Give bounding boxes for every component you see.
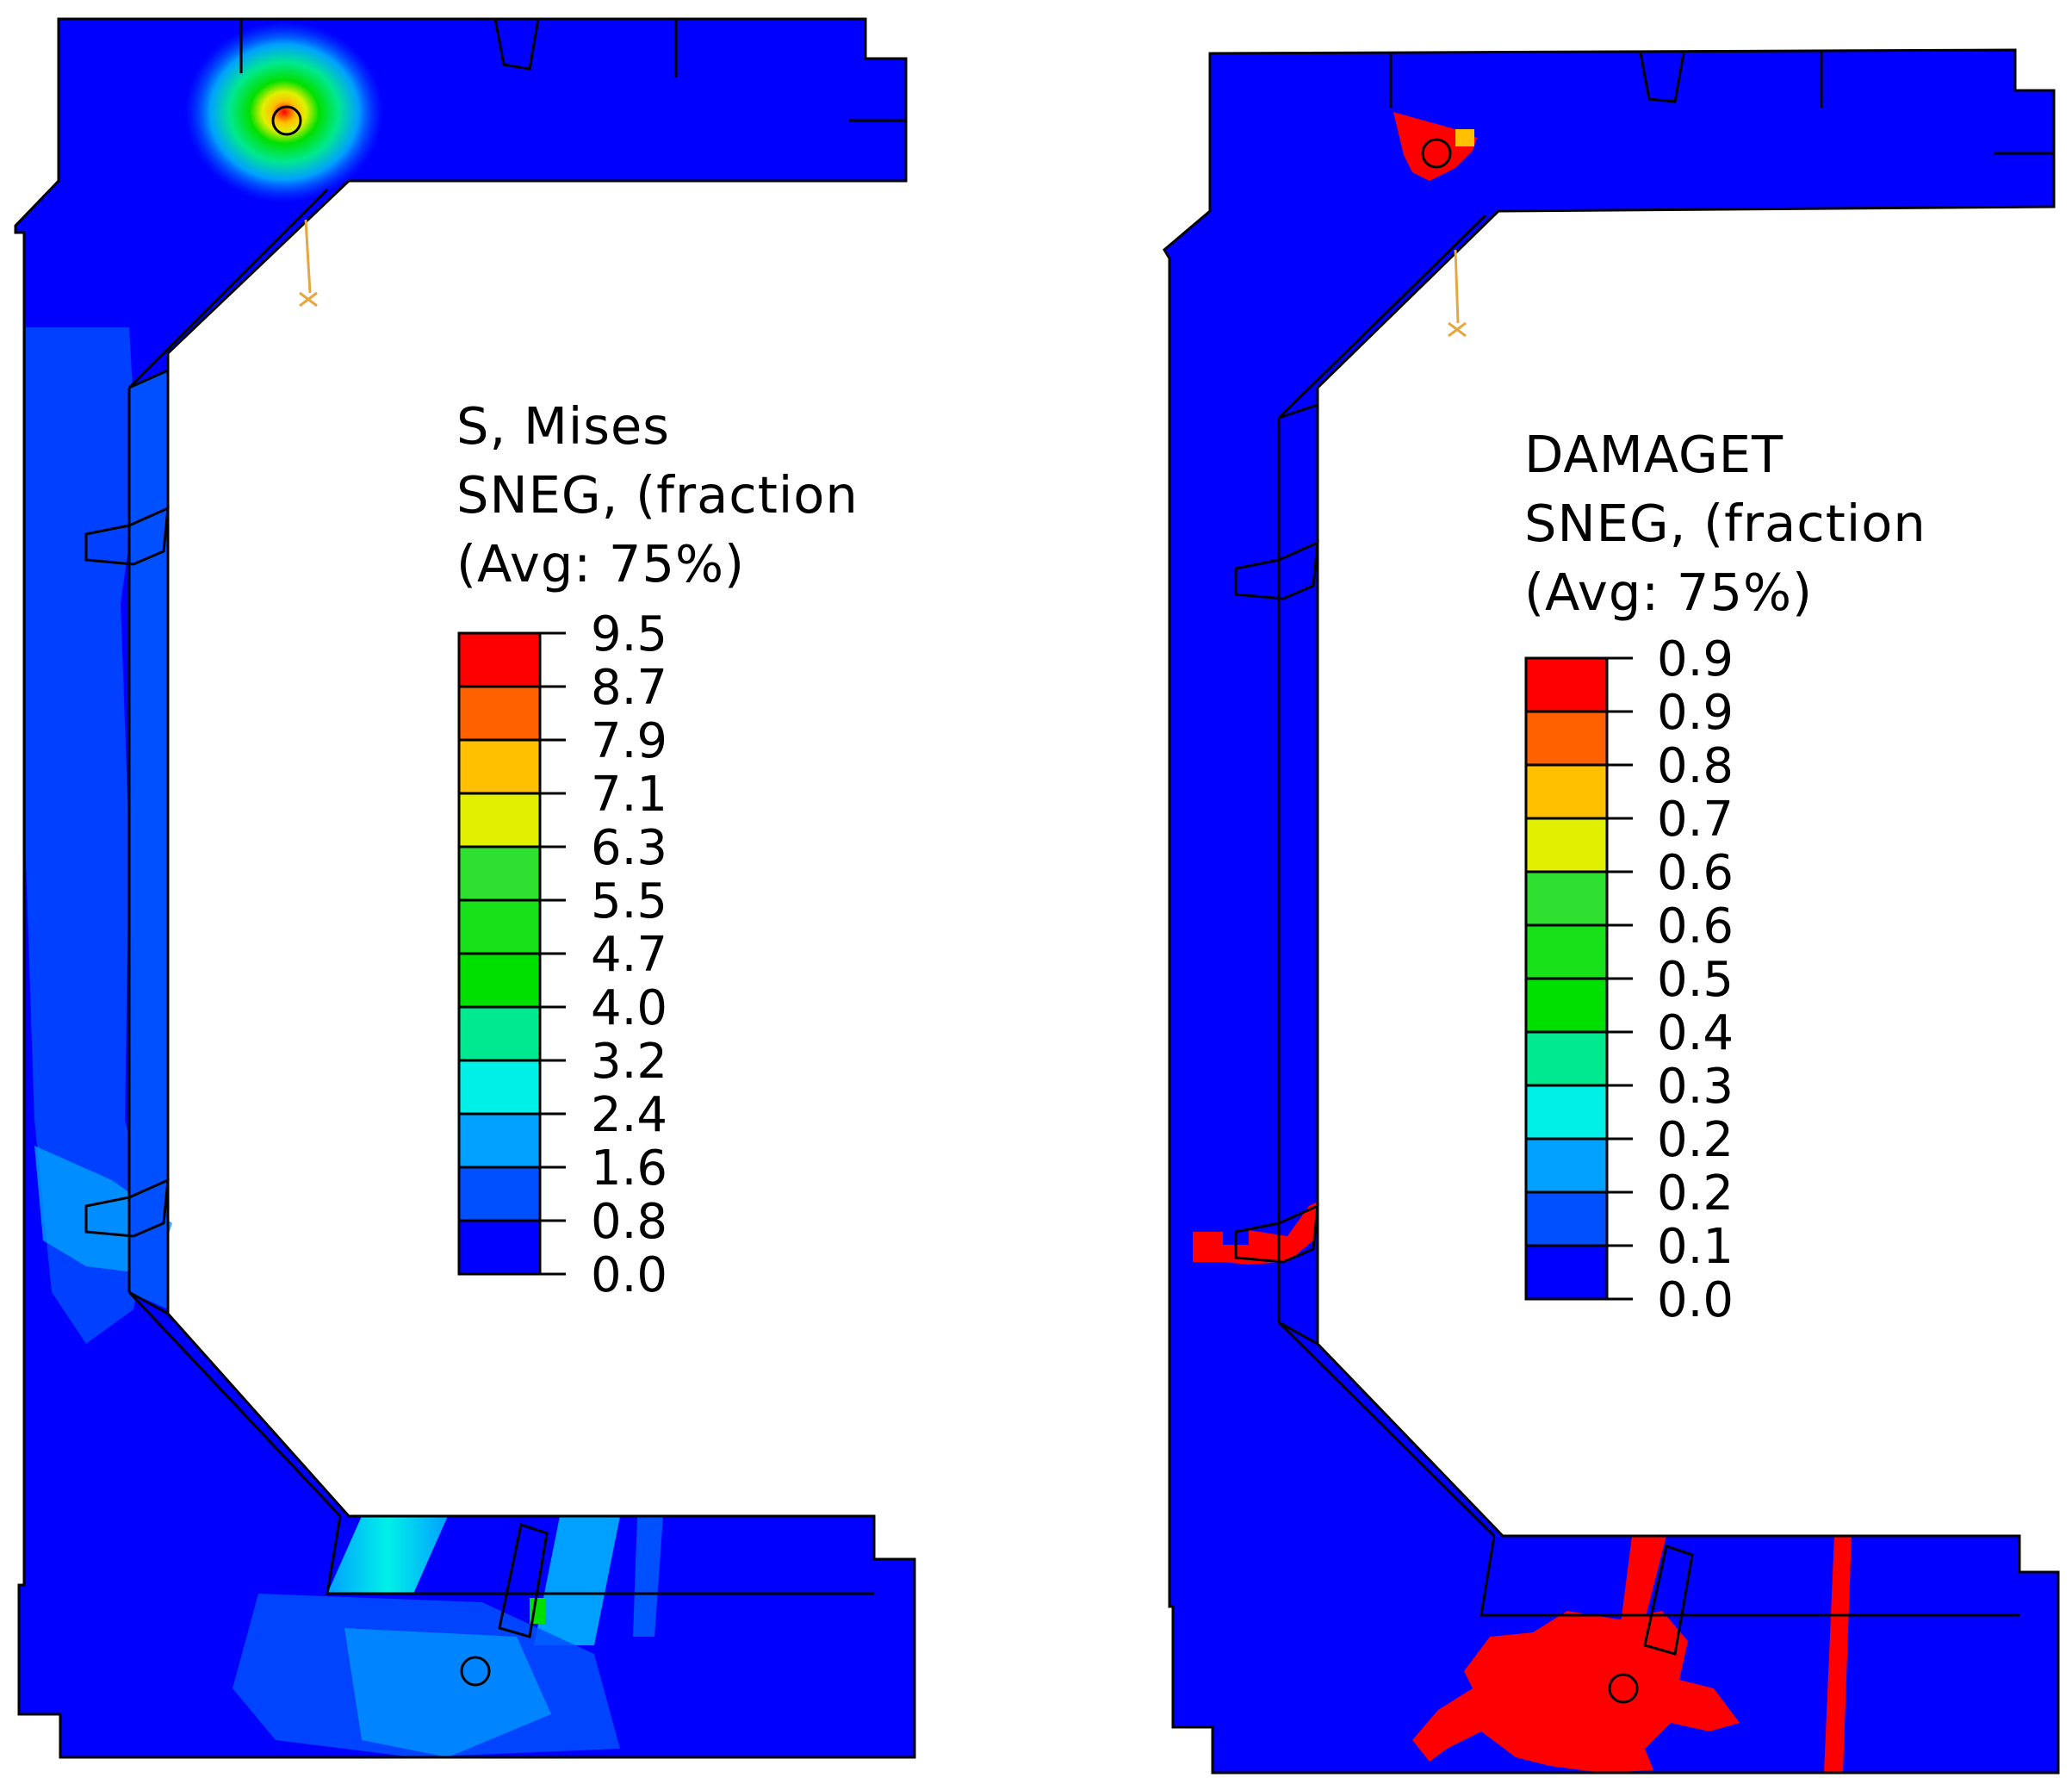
right-legend: DAMAGET SNEG, (fraction (Avg: 75%) 0.9 0… [1524, 425, 1926, 1328]
left-stress-model [14, 17, 916, 1759]
right-bottom-damage-spread [1412, 1611, 1740, 1773]
left-tick-label: 4.7 [591, 927, 667, 983]
right-tick-labels: 0.9 0.9 0.8 0.7 0.6 0.6 0.5 0.4 0.3 0.2 … [1657, 631, 1734, 1328]
left-color-band [457, 952, 542, 1009]
right-legend-title-1: DAMAGET [1524, 425, 1784, 484]
left-bottom-cyan-patch [344, 1628, 551, 1757]
left-color-band [457, 631, 542, 688]
left-color-band [457, 1059, 542, 1116]
right-top-damage-orange [1455, 129, 1474, 146]
left-tick-label: 3.2 [591, 1034, 667, 1090]
right-color-band [1524, 923, 1609, 980]
right-tick-label: 0.2 [1657, 1166, 1734, 1221]
right-color-band [1524, 1084, 1609, 1141]
left-tick-label: 4.0 [591, 980, 667, 1036]
right-color-band [1524, 1190, 1609, 1247]
right-tick-label: 0.4 [1657, 1005, 1734, 1061]
right-color-band [1524, 1244, 1609, 1301]
right-color-band [1524, 817, 1609, 873]
left-wall-brackets [84, 506, 170, 1238]
left-color-band [457, 685, 542, 742]
right-tick-label: 0.6 [1657, 845, 1734, 901]
right-damage-model [1163, 48, 2060, 1775]
right-tick-label: 0.9 [1657, 631, 1734, 687]
right-model-outline [1163, 48, 2060, 1775]
left-wall-stress-band [26, 327, 151, 1344]
left-bottom-stress-band-3 [633, 1516, 663, 1637]
left-top-notch [239, 18, 906, 122]
right-bottom-flange-line [1480, 1535, 2019, 1617]
right-inner-edge [1277, 214, 1496, 1538]
right-wall-brackets [1234, 540, 1319, 1264]
left-bottom-stress-band [327, 1516, 448, 1594]
right-tick-label: 0.7 [1657, 792, 1734, 848]
right-color-band [1524, 977, 1609, 1034]
right-top-notch [1389, 52, 2054, 155]
left-tick-label: 7.9 [591, 713, 667, 769]
left-axis-triad-icon [299, 219, 318, 308]
right-bottom-slot [1643, 1545, 1694, 1656]
right-tick-label: 0.6 [1657, 898, 1734, 954]
right-legend-title-3: (Avg: 75%) [1524, 563, 1813, 622]
left-color-band [457, 1166, 542, 1222]
left-tick-label: 2.4 [591, 1087, 667, 1143]
left-model-body [16, 19, 915, 1757]
right-tick-label: 0.9 [1657, 685, 1734, 741]
left-tick-label: 5.5 [591, 873, 667, 929]
left-inner-edge [127, 188, 342, 1518]
left-bottom-flange-line [326, 1515, 874, 1595]
left-tick-label: 1.6 [591, 1141, 667, 1197]
left-color-band [457, 1219, 542, 1276]
left-tick-label: 0.0 [591, 1247, 667, 1303]
right-top-damage [1393, 112, 1477, 181]
left-legend-title-1: S, Mises [456, 396, 670, 456]
right-axis-triad-icon [1448, 249, 1467, 338]
left-color-band [457, 845, 542, 902]
right-tick-label: 0.2 [1657, 1112, 1734, 1168]
right-tick-label: 0.8 [1657, 738, 1734, 794]
left-color-band [457, 792, 542, 848]
right-color-band [1524, 656, 1609, 713]
left-top-bolt-icon [271, 105, 302, 136]
left-tick-labels: 9.5 8.7 7.9 7.1 6.3 5.5 4.7 4.0 3.2 2.4 … [591, 606, 667, 1303]
left-legend-title-2: SNEG, (fraction [456, 465, 859, 525]
right-tick-label: 0.3 [1657, 1059, 1734, 1115]
left-inner-strip [129, 370, 168, 1309]
left-tick-label: 6.3 [591, 820, 667, 876]
left-legend-title-3: (Avg: 75%) [456, 534, 745, 594]
right-bottom-damage-vertical [1619, 1536, 1666, 1637]
right-color-band [1524, 763, 1609, 820]
right-top-bolt-icon [1421, 138, 1452, 169]
right-color-band [1524, 870, 1609, 927]
right-color-band [1524, 1137, 1609, 1194]
left-colorbar [457, 631, 566, 1276]
left-bottom-stress-band-2 [534, 1516, 620, 1645]
right-bottom-damage-branch [1481, 1654, 1567, 1740]
left-color-band [457, 1005, 542, 1062]
right-tick-label: 0.0 [1657, 1272, 1734, 1328]
left-tick-label: 9.5 [591, 606, 667, 662]
right-model-body [1164, 50, 2058, 1773]
right-colorbar [1524, 656, 1633, 1301]
right-color-band [1524, 710, 1609, 767]
right-tick-label: 0.5 [1657, 952, 1734, 1008]
right-tick-label: 0.1 [1657, 1219, 1734, 1275]
left-bottom-bolt-icon [460, 1656, 491, 1687]
right-bracket-damage [1193, 1202, 1318, 1265]
left-color-band [457, 898, 542, 955]
left-model-outline [14, 17, 916, 1759]
right-color-band [1524, 1030, 1609, 1087]
right-bottom-bolt-icon [1608, 1673, 1639, 1704]
right-crack-line [1824, 1536, 1852, 1773]
left-tick-label: 8.7 [591, 660, 667, 716]
right-legend-title-2: SNEG, (fraction [1524, 494, 1926, 553]
left-tick-label: 0.8 [591, 1194, 667, 1250]
left-bottom-slot [498, 1523, 549, 1638]
left-color-band [457, 738, 542, 795]
left-top-hotspot [185, 22, 383, 202]
left-tick-label: 7.1 [591, 767, 667, 823]
left-legend: S, Mises SNEG, (fraction (Avg: 75%) 9.5 … [456, 396, 859, 1303]
left-color-band [457, 1112, 542, 1169]
